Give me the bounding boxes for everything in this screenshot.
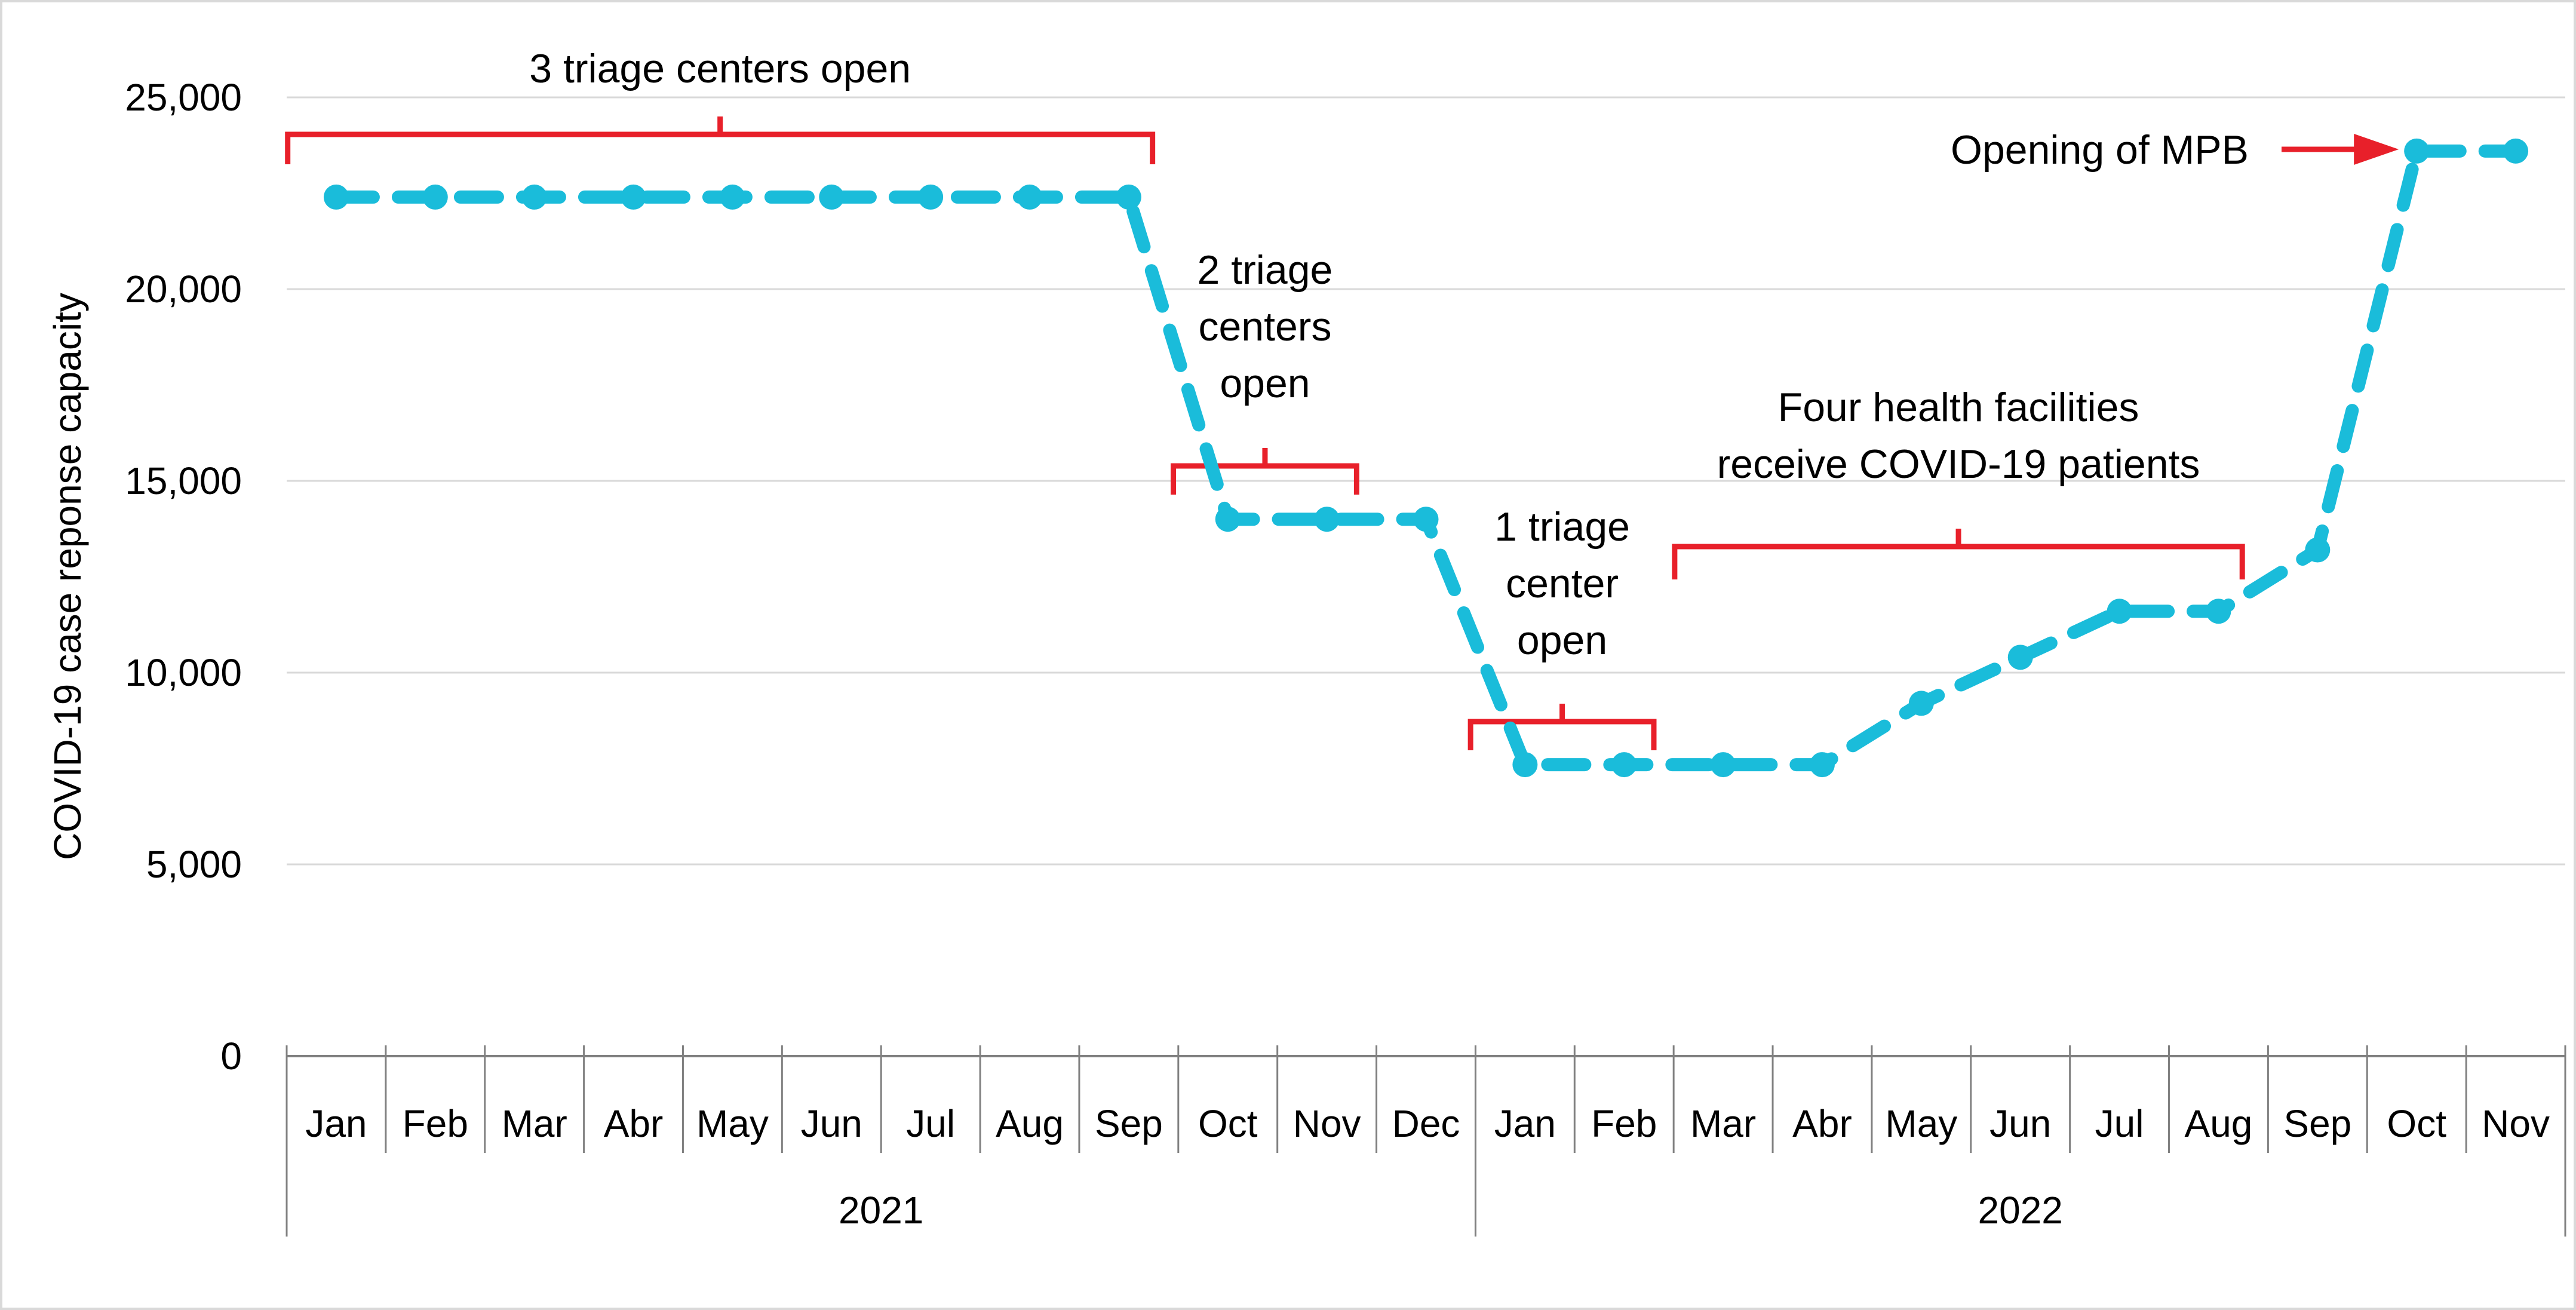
x-tick-label: Jun [1989, 1102, 2051, 1145]
data-point [1017, 184, 1043, 210]
x-tick-label: Jul [906, 1102, 955, 1145]
x-tick-label: Nov [2482, 1102, 2550, 1145]
x-tick-label: Mar [1690, 1102, 1756, 1145]
annotation-label: open [1517, 618, 1607, 663]
y-tick-label: 10,000 [125, 651, 242, 694]
x-tick-label: Sep [1095, 1102, 1163, 1145]
data-point [323, 184, 349, 210]
data-point [2404, 138, 2430, 164]
x-tick-label: Aug [996, 1102, 1064, 1145]
data-point [1711, 752, 1736, 778]
x-tick-label: Sep [2283, 1102, 2351, 1145]
x-tick-label: Jan [305, 1102, 367, 1145]
y-tick-label: 0 [220, 1035, 242, 1078]
annotations: 3 triage centers open 2 triage centers open… [285, 46, 2399, 750]
annotation-bracket [1171, 448, 1359, 495]
annotation-label: centers [1198, 304, 1331, 349]
x-tick-label: Aug [2185, 1102, 2253, 1145]
data-point [2503, 138, 2529, 164]
annotation-label: Four health facilities [1778, 385, 2139, 430]
x-tick-label: Abr [604, 1102, 664, 1145]
x-tick-label: Dec [1392, 1102, 1460, 1145]
data-point [1908, 691, 1934, 716]
annotation-label: 2 triage [1198, 247, 1333, 293]
x-tick-label: Jan [1494, 1102, 1556, 1145]
data-point [2007, 645, 2033, 670]
series-line [323, 138, 2529, 778]
y-tick-label: 5,000 [146, 843, 242, 886]
annotation-label: 3 triage centers open [529, 46, 911, 91]
data-point [720, 184, 745, 210]
y-tick-label: 20,000 [125, 268, 242, 311]
annotation-label: Opening of MPB [1951, 127, 2249, 173]
data-point [2206, 599, 2231, 624]
gridlines [287, 96, 2565, 866]
y-axis-label: COVID-19 case reponse capacity [46, 293, 89, 860]
data-point [1809, 752, 1835, 778]
annotation-bracket [285, 116, 1156, 164]
x-tick-label: Abr [1792, 1102, 1852, 1145]
axes: 0 5,000 10,000 15,000 20,000 25,000 Jan Feb Mar A… [125, 76, 2566, 1237]
y-tick-label: 25,000 [125, 76, 242, 119]
data-point [2107, 599, 2132, 624]
data-point [2305, 537, 2331, 563]
x-tick-label: Jun [801, 1102, 862, 1145]
data-point [621, 184, 646, 210]
annotation-label: open [1220, 361, 1310, 406]
x-tick-label: May [696, 1102, 769, 1145]
y-tick-label: 15,000 [125, 459, 242, 502]
x-tick-label: Feb [1591, 1102, 1657, 1145]
data-point [1512, 752, 1538, 778]
x-tick-label: Oct [1198, 1102, 1258, 1145]
x-tick-label: May [1885, 1102, 1957, 1145]
data-point [1314, 507, 1340, 532]
annotation-label: center [1506, 561, 1619, 606]
data-point [422, 184, 448, 210]
year-label: 2021 [839, 1189, 923, 1232]
x-tick-label: Nov [1293, 1102, 1361, 1145]
year-label: 2022 [1978, 1189, 2063, 1232]
annotation-bracket [1672, 529, 2245, 579]
x-tick-label: Mar [502, 1102, 567, 1145]
annotation-label: receive COVID-19 patients [1717, 441, 2200, 487]
data-point [1215, 507, 1241, 532]
x-tick-label: Oct [2387, 1102, 2446, 1145]
annotation-label: 1 triage [1494, 504, 1630, 550]
data-point [1116, 184, 1141, 210]
data-point [819, 184, 845, 210]
x-tick-label: Feb [403, 1102, 468, 1145]
annotation-bracket [1467, 704, 1657, 750]
x-tick-label: Jul [2095, 1102, 2144, 1145]
data-point [521, 184, 547, 210]
data-point [1413, 507, 1439, 532]
annotation-arrow-head [2354, 134, 2399, 165]
data-point [1611, 752, 1637, 778]
data-point [918, 184, 944, 210]
